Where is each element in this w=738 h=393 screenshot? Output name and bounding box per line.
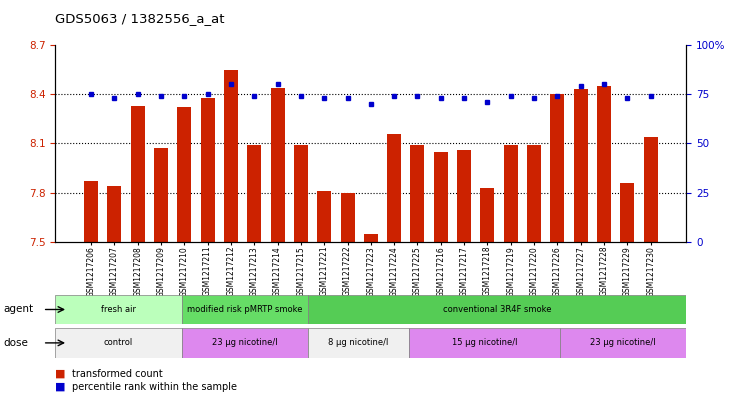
Bar (621, 183, 635, 242)
Bar (480, 187, 494, 242)
Bar (387, 134, 401, 242)
Bar (644, 137, 658, 242)
Text: 23 μg nicotine/l: 23 μg nicotine/l (590, 338, 656, 347)
Bar (271, 88, 285, 242)
Text: fresh air: fresh air (101, 305, 136, 314)
Bar (201, 97, 215, 242)
Text: conventional 3R4F smoke: conventional 3R4F smoke (443, 305, 551, 314)
Bar (457, 150, 471, 242)
Bar (55, 328, 182, 358)
Text: 15 μg nicotine/l: 15 μg nicotine/l (452, 338, 517, 347)
Bar (107, 186, 121, 242)
Bar (364, 233, 378, 242)
Bar (527, 145, 541, 242)
Bar (131, 106, 145, 242)
Text: 8 μg nicotine/l: 8 μg nicotine/l (328, 338, 388, 347)
Bar (409, 328, 560, 358)
Bar (597, 86, 611, 242)
Text: agent: agent (4, 305, 34, 314)
Bar (504, 145, 518, 242)
Bar (573, 89, 587, 242)
Bar (560, 328, 686, 358)
Bar (308, 328, 409, 358)
Text: 23 μg nicotine/l: 23 μg nicotine/l (212, 338, 277, 347)
Bar (84, 181, 98, 242)
Text: control: control (104, 338, 133, 347)
Text: transformed count: transformed count (72, 369, 162, 379)
Bar (55, 295, 182, 324)
Bar (294, 145, 308, 242)
Bar (434, 152, 448, 242)
Bar (247, 145, 261, 242)
Bar (317, 191, 331, 242)
Bar (177, 107, 191, 242)
Text: GDS5063 / 1382556_a_at: GDS5063 / 1382556_a_at (55, 12, 225, 25)
Bar (551, 94, 565, 242)
Bar (154, 148, 168, 242)
Bar (182, 328, 308, 358)
Text: ■: ■ (55, 369, 66, 379)
Text: dose: dose (4, 338, 29, 348)
Text: modified risk pMRTP smoke: modified risk pMRTP smoke (187, 305, 303, 314)
Text: ■: ■ (55, 382, 66, 392)
Bar (182, 295, 308, 324)
Bar (410, 145, 424, 242)
Bar (340, 193, 354, 242)
Text: percentile rank within the sample: percentile rank within the sample (72, 382, 237, 392)
Bar (224, 70, 238, 242)
Bar (308, 295, 686, 324)
